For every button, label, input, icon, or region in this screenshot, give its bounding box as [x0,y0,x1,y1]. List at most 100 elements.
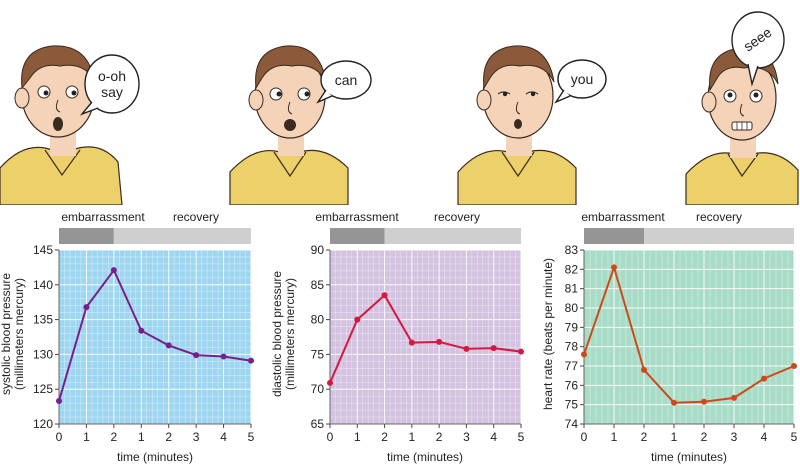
data-point [248,357,254,364]
speech-bubble: o-oh say [79,54,140,116]
x-tick-label: 2 [641,430,648,444]
data-points [581,264,797,406]
speech-bubble: seee [731,11,785,87]
speech-text: o-oh [98,68,126,84]
data-point [381,292,388,299]
data-point [110,267,117,274]
data-point [220,353,227,360]
x-tick-label: 2 [701,430,708,444]
y-tick-label: 76 [565,378,579,392]
phase-label-recovery: recovery [696,210,742,224]
y-tick-labels: 74 75 76 77 78 79 80 81 82 83 [565,243,584,431]
phase-bar-embarrassment [59,228,114,244]
speech-text: can [335,72,358,88]
chart-systolic: embarrassment recovery 12012513013514014… [0,210,255,464]
x-tick-label: 1 [671,430,678,444]
x-tick-label: 2 [111,430,118,444]
x-tick-label: 1 [354,430,361,444]
x-tick-label: 0 [327,430,334,444]
phase-bar-recovery [113,228,251,244]
comic-strip: o-oh say can [0,0,800,205]
man-figure [229,45,349,205]
data-points [327,292,524,386]
x-tick-label: 1 [611,430,618,444]
x-tick-label: 1 [83,430,90,444]
y-tick-label: 85 [311,278,325,292]
y-tick-label: 120 [33,417,53,431]
x-tick-label: 2 [436,430,443,444]
x-tick-label: 4 [761,430,768,444]
phase-label-recovery: recovery [434,210,480,224]
data-point [490,345,497,352]
y-tick-label: 74 [565,417,579,431]
x-tick-label: 5 [791,430,798,444]
speech-text: you [571,71,594,87]
y-tick-labels: 120 125 130 135 140 145 [33,243,59,431]
data-point [611,264,617,271]
y-tick-label: 80 [565,301,579,315]
phase-bar [59,228,251,244]
data-point [354,316,361,323]
chart-diastolic: embarrassment recovery 65 70 75 80 85 90 0 1 2 1… [270,210,525,464]
x-tick-label: 3 [193,430,200,444]
x-axis-label: time (minutes) [651,450,727,464]
y-tick-labels: 65 70 75 80 85 90 [311,243,330,431]
chart-heart-rate: embarrassment recovery 74 75 76 77 78 79 80 81 8… [541,210,798,464]
data-point [436,338,443,345]
gridlines [329,249,522,425]
x-tick-label: 0 [56,430,63,444]
data-points [56,267,254,405]
data-point [138,327,145,334]
plot-area [584,250,794,424]
data-point [581,351,587,358]
phase-bar-embarrassment [330,228,385,244]
y-axis-label: (millimeters mercury) [283,278,297,390]
gridlines [58,249,252,425]
data-point [193,352,200,359]
data-point [791,363,797,369]
y-tick-label: 81 [565,282,579,296]
plot-area [330,250,521,424]
phase-bar [330,228,521,244]
x-tick-label: 0 [581,430,588,444]
data-point [408,339,415,346]
series-line [583,264,795,404]
x-tick-labels: 0 1 2 1 2 3 4 5 [581,424,798,444]
x-tick-label: 4 [220,430,227,444]
y-axis-label: heart rate (beats per minute) [541,258,555,410]
comic-panel-1: o-oh say [0,45,140,205]
man-figure [685,47,799,205]
comic-panel-2: can [229,45,372,205]
y-tick-label: 79 [565,320,579,334]
phase-label-embarrassment: embarrassment [61,210,145,224]
x-tick-label: 5 [248,430,255,444]
y-tick-label: 90 [311,243,325,257]
phase-bar-embarrassment [584,228,644,244]
x-axis-label: time (minutes) [387,450,463,464]
y-tick-label: 130 [33,347,53,361]
x-tick-label: 1 [409,430,416,444]
phase-label-recovery: recovery [173,210,219,224]
data-point [165,342,172,349]
data-point [56,398,62,405]
y-axis-label: systolic blood pressure [0,273,13,395]
speech-text: say [101,84,123,100]
x-tick-label: 3 [463,430,470,444]
x-tick-labels: 0 1 2 1 2 3 4 5 [56,424,255,444]
x-tick-label: 4 [490,430,497,444]
data-point [463,345,470,352]
series-line [58,268,252,402]
x-tick-label: 2 [381,430,388,444]
phase-label-embarrassment: embarrassment [315,210,399,224]
y-tick-label: 135 [33,313,53,327]
data-point [761,375,767,382]
y-tick-label: 82 [565,262,579,276]
charts-area: embarrassment recovery 12012513013514014… [0,210,798,464]
y-tick-label: 80 [311,313,325,327]
phase-bar-recovery [644,228,794,244]
data-point [731,394,737,401]
y-axis-label: diastolic blood pressure [270,271,284,397]
phase-bar [584,228,794,244]
y-tick-label: 65 [311,417,325,431]
speech-bubble: can [316,60,372,104]
